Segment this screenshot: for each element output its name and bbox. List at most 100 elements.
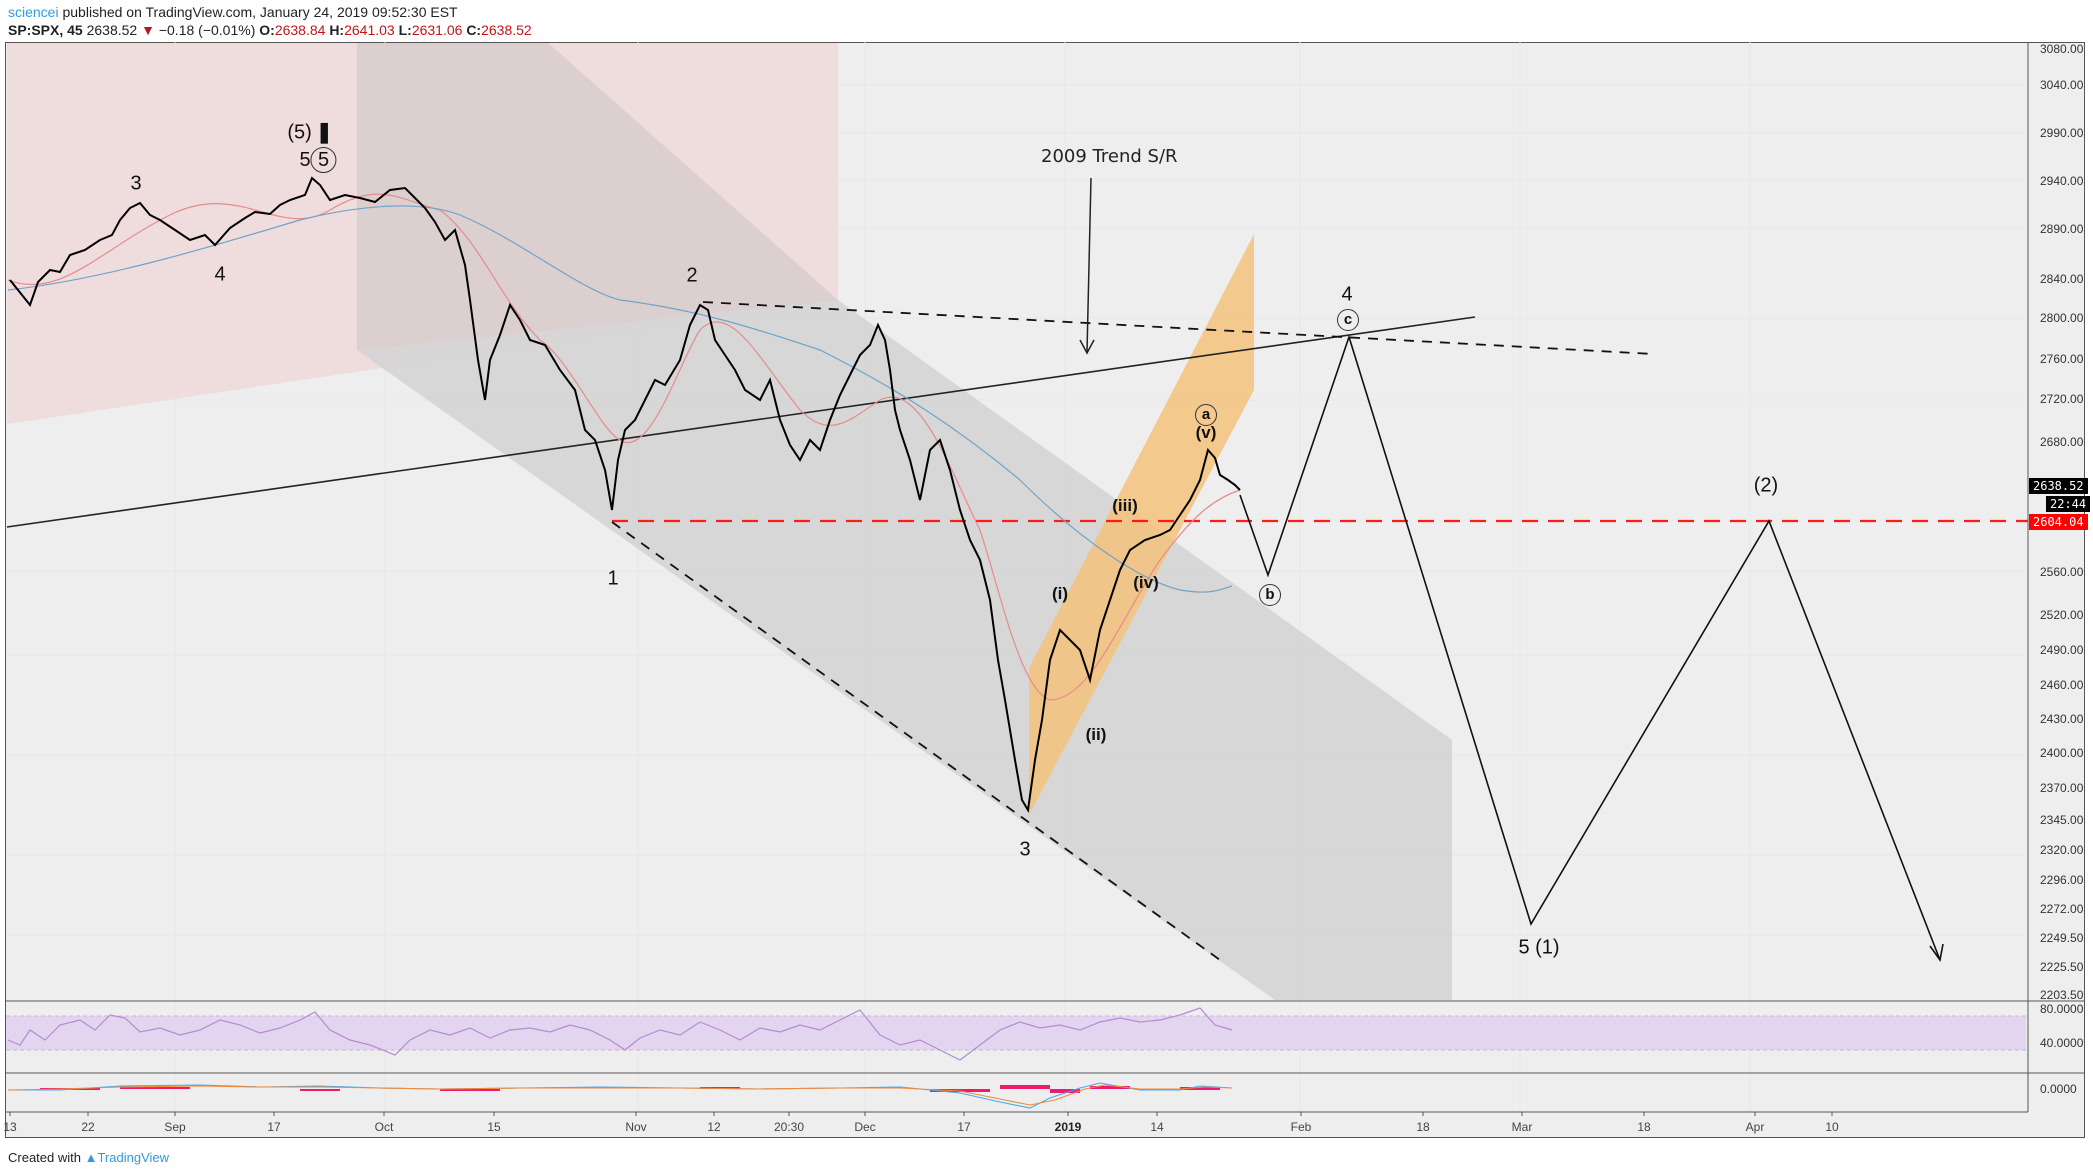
y-tick: 2345.00 <box>2040 813 2084 827</box>
footer: Created with ▲TradingView <box>8 1150 169 1165</box>
x-tick: 17 <box>957 1120 971 1134</box>
down-arrow-icon: ▼ <box>141 22 155 38</box>
x-tick: Mar <box>1511 1120 1533 1134</box>
wave-label-5-1[interactable]: 5 (1) <box>1518 936 1560 959</box>
x-tick: Sep <box>164 1120 186 1134</box>
open-value: 2638.84 <box>274 22 326 38</box>
author-link[interactable]: sciencei <box>8 4 59 20</box>
close-label: C: <box>466 22 482 38</box>
x-tick: 22 <box>81 1120 95 1134</box>
x-tick: Oct <box>374 1120 394 1134</box>
wave-label-c[interactable]: c <box>1337 307 1359 331</box>
symbol-legend: SP:SPX, 45 2638.52 ▼ −0.18 (−0.01%) O:26… <box>8 22 532 38</box>
wave-label-3[interactable]: 3 <box>1019 838 1031 861</box>
projection-arrow-icon <box>1929 943 1944 962</box>
x-tick: 18 <box>1416 1120 1430 1134</box>
x-tick: 10 <box>1825 1120 1839 1134</box>
rsi-tick-80: 80.0000 <box>2040 1002 2084 1016</box>
wave-label-a[interactable]: a <box>1195 402 1217 426</box>
wave-label-v[interactable]: (v) <box>1195 423 1217 442</box>
last-price: 2638.52 <box>86 22 138 38</box>
y-tick: 2560.00 <box>2040 565 2084 579</box>
y-tick: 2225.50 <box>2040 960 2084 974</box>
y-tick: 2990.00 <box>2040 126 2084 140</box>
wave-label-iii[interactable]: (iii) <box>1112 496 1138 515</box>
x-tick: Dec <box>854 1120 876 1134</box>
wave-text: 5 <box>299 149 311 171</box>
wave-label-b[interactable]: b <box>1259 582 1281 606</box>
resistance-dashed-line[interactable] <box>702 301 1654 355</box>
symbol-name[interactable]: SP:SPX, 45 <box>8 22 83 38</box>
wave-label-i[interactable]: (i) <box>1051 584 1069 603</box>
wave-label-2[interactable]: 2 <box>686 264 698 287</box>
low-label: L: <box>398 22 412 38</box>
publish-text: published on TradingView.com, January 24… <box>58 4 458 20</box>
y-tick: 2460.00 <box>2040 678 2084 692</box>
y-tick: 2680.00 <box>2040 435 2084 449</box>
wave-label-4-early[interactable]: 4 <box>214 263 226 286</box>
y-tick: 2940.00 <box>2040 174 2084 188</box>
x-tick-year: 2019 <box>1054 1120 1082 1134</box>
wave-label-4[interactable]: 4 <box>1341 283 1353 306</box>
y-tick: 2430.00 <box>2040 712 2084 726</box>
y-tick: 2720.00 <box>2040 392 2084 406</box>
arrow-shaft <box>1086 177 1092 353</box>
gray-pink-overlap <box>357 43 838 350</box>
wave-label-1[interactable]: 1 <box>607 567 619 590</box>
wave-label-ii[interactable]: (ii) <box>1085 725 1107 744</box>
circled-5: 5 <box>310 147 337 173</box>
x-tick: 17 <box>267 1120 281 1134</box>
wave-label-2-paren[interactable]: (2) <box>1753 474 1779 497</box>
tradingview-link[interactable]: TradingView <box>97 1150 170 1165</box>
x-tick: 13 <box>3 1120 17 1134</box>
x-tick: Feb <box>1290 1120 1312 1134</box>
x-tick: 15 <box>487 1120 501 1134</box>
wave-label-5-paren[interactable]: (5) ❚ <box>287 120 332 145</box>
x-tick: 20:30 <box>773 1120 805 1134</box>
trend-line-2009[interactable] <box>6 316 1476 528</box>
price-series[interactable] <box>9 176 1241 813</box>
y-tick: 2800.00 <box>2040 311 2084 325</box>
macd-signal-line <box>7 1084 1233 1106</box>
low-value: 2631.06 <box>411 22 463 38</box>
ma-slow-line <box>7 205 1233 593</box>
y-tick: 2320.00 <box>2040 843 2084 857</box>
circled-b: b <box>1259 584 1281 606</box>
x-tick: Nov <box>625 1120 647 1134</box>
y-tick: 2400.00 <box>2040 746 2084 760</box>
y-tick: 2249.50 <box>2040 931 2084 945</box>
level-price-tag: 2604.04 <box>2029 514 2088 530</box>
x-axis-ticks <box>9 1112 1833 1116</box>
circled-c: c <box>1337 309 1359 331</box>
publish-info: sciencei published on TradingView.com, J… <box>8 4 458 20</box>
projection-path[interactable] <box>1239 334 1941 961</box>
y-tick: 2272.00 <box>2040 902 2084 916</box>
open-label: O: <box>259 22 275 38</box>
orange-channel <box>1029 234 1254 815</box>
macd-tick-0: 0.0000 <box>2040 1082 2077 1096</box>
wave-text: (5) <box>287 121 312 144</box>
countdown-tag: 22:44 <box>2046 496 2091 512</box>
created-with-text: Created with <box>8 1150 85 1165</box>
y-tick: 2203.50 <box>2040 988 2084 1002</box>
wave-label-3-early[interactable]: 3 <box>130 172 142 195</box>
x-tick: 14 <box>1150 1120 1164 1134</box>
x-tick: 12 <box>707 1120 721 1134</box>
last-price-tag: 2638.52 <box>2029 478 2088 494</box>
wave-label-iv[interactable]: (iv) <box>1133 573 1159 592</box>
y-tick: 2370.00 <box>2040 781 2084 795</box>
close-value: 2638.52 <box>481 22 532 38</box>
y-tick: 3080.00 <box>2040 42 2084 56</box>
y-tick: 2296.00 <box>2040 873 2084 887</box>
trend-sr-annotation[interactable]: 2009 Trend S/R <box>1041 146 1178 167</box>
rsi-tick-40: 40.0000 <box>2040 1036 2084 1050</box>
circled-a: a <box>1195 404 1217 426</box>
tradingview-logo-icon: ▲ <box>84 1150 98 1165</box>
high-label: H: <box>329 22 345 38</box>
arrow-down-icon <box>1079 339 1095 355</box>
x-tick: 18 <box>1637 1120 1651 1134</box>
rsi-line <box>7 1007 1233 1061</box>
y-tick: 2890.00 <box>2040 222 2084 236</box>
